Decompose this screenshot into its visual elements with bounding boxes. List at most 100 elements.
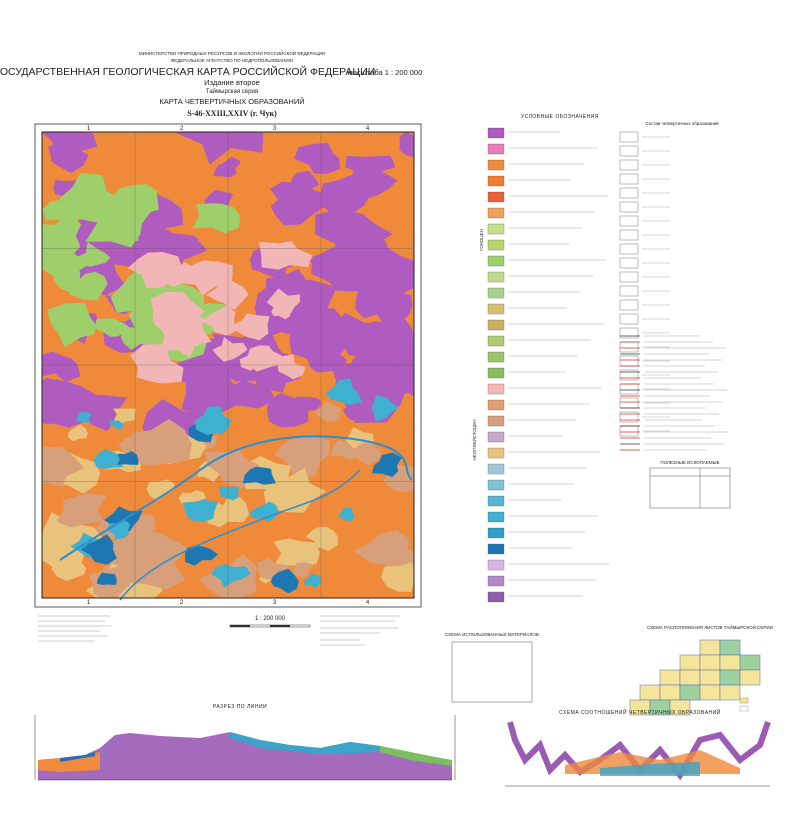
- symbol-box: [619, 299, 639, 311]
- unit-green: [59, 172, 120, 224]
- symbol-box: [619, 285, 639, 297]
- unit-pink: [130, 344, 184, 384]
- unit-alluvium: [96, 572, 117, 585]
- unit-alluvium: [325, 378, 363, 405]
- unit-purple: [294, 142, 341, 174]
- unit-lowland: [118, 418, 192, 466]
- river: [119, 469, 361, 601]
- unit-purple: [289, 308, 347, 363]
- unit-lowland: [113, 408, 137, 424]
- map-frame: [34, 123, 422, 608]
- legend-swatch: [487, 463, 505, 475]
- unit-purple: [129, 229, 174, 258]
- unit-lowland: [42, 512, 107, 573]
- sheet-tile: [699, 669, 721, 686]
- neopleistocene-label: НЕОПЛЕЙСТОЦЕН: [470, 420, 477, 461]
- unit-alluvium: [117, 451, 139, 465]
- symbol-box: [619, 187, 639, 199]
- legend-swatch: [487, 175, 505, 187]
- main-title: ГОСУДАРСТВЕННАЯ ГЕОЛОГИЧЕСКАЯ КАРТА РОСС…: [0, 65, 375, 78]
- scale-title: масштаба 1 : 200 000: [348, 68, 423, 77]
- sheet-tile: [669, 699, 691, 716]
- unit-lowland: [313, 401, 341, 422]
- sheet-tile: [719, 654, 741, 671]
- unit-lowland: [289, 562, 314, 578]
- unit-purple: [175, 132, 264, 165]
- unit-alluvium: [372, 452, 402, 478]
- legend-swatch: [487, 495, 505, 507]
- sheet-tile: [719, 669, 741, 686]
- sheet-tile: [659, 669, 681, 686]
- unit-purple: [310, 245, 387, 291]
- symbol-box: [619, 383, 639, 395]
- river: [59, 435, 413, 561]
- unit-lowland: [68, 424, 89, 442]
- ministry: МИНИСТЕРСТВО ПРИРОДНЫХ РЕСУРСОВ И ЭКОЛОГ…: [139, 49, 325, 56]
- legend-swatch: [487, 431, 505, 443]
- layout-scheme: [629, 639, 761, 716]
- symbol-box: [619, 341, 639, 353]
- sheet-tile: [739, 654, 761, 671]
- unit-lowland: [178, 490, 207, 507]
- unit-alluvium: [93, 449, 124, 469]
- relations-title: СХЕМА СООТНОШЕНИЙ ЧЕТВЕРТИЧНЫХ ОБРАЗОВАН…: [559, 708, 721, 716]
- legend-swatch: [487, 159, 505, 171]
- scale-bar-seg: [230, 625, 250, 627]
- grid-number: 4: [366, 126, 370, 132]
- unit-purple: [270, 181, 312, 214]
- layer: [60, 752, 95, 762]
- symbol-box: [619, 257, 639, 269]
- unit-alluvium: [106, 520, 131, 540]
- legend-key: [739, 705, 749, 712]
- unit-pink: [212, 337, 248, 362]
- unit-lowland: [274, 433, 331, 478]
- grid-number: 3: [273, 126, 277, 132]
- symbol-box: [619, 131, 639, 143]
- legend-swatch: [487, 447, 505, 459]
- legend-swatch: [487, 383, 505, 395]
- unit-lowland: [349, 441, 383, 466]
- symbol-box: [619, 215, 639, 227]
- legend-swatch: [487, 591, 505, 603]
- symbol-box: [619, 229, 639, 241]
- minerals-title: ПОЛЕЗНЫЕ ИСКОПАЕМЫЕ: [660, 460, 719, 465]
- unit-lowland: [42, 446, 85, 487]
- symbol-box: [619, 173, 639, 185]
- unit-purple: [42, 132, 98, 155]
- unit-alluvium: [194, 406, 232, 436]
- sheet-tile: [739, 669, 761, 686]
- sheet-tile: [699, 639, 721, 656]
- unit-pink: [185, 260, 233, 296]
- unit-pink: [232, 313, 270, 341]
- edition: Издание второе: [204, 78, 260, 87]
- series: Таймырская серия: [206, 88, 258, 95]
- section-title: РАЗРЕЗ ПО ЛИНИИ: [213, 704, 267, 710]
- legend: [487, 127, 728, 603]
- symbol-box: [619, 243, 639, 255]
- symbol-box: [619, 425, 639, 437]
- sheet-tile: [679, 654, 701, 671]
- legend-swatch: [487, 399, 505, 411]
- unit-alluvium: [242, 466, 276, 485]
- sheet-tile: [659, 684, 681, 701]
- unit-lowland: [382, 465, 414, 492]
- legend-swatch: [487, 335, 505, 347]
- agency: ФЕДЕРАЛЬНОЕ АГЕНТСТВО ПО НЕДРОПОЛЬЗОВАНИ…: [171, 58, 294, 63]
- unit-purple: [47, 141, 89, 173]
- unit-lowland: [56, 493, 107, 528]
- unit-alluvium: [76, 411, 92, 423]
- grid-number: 4: [366, 600, 370, 606]
- sheet-tile: [699, 654, 721, 671]
- symbol-box: [619, 271, 639, 283]
- unit-alluvium: [218, 486, 240, 501]
- unit-purple: [370, 317, 414, 358]
- legend-swatch: [487, 527, 505, 539]
- legend-swatch: [487, 287, 505, 299]
- unit-pink: [161, 262, 200, 288]
- sheet-tile: [719, 684, 741, 701]
- unit-alluvium: [184, 545, 219, 566]
- scale-bar-seg: [270, 625, 290, 627]
- legend-swatch: [487, 191, 505, 203]
- legend-swatch: [487, 255, 505, 267]
- relations-scheme: [505, 721, 771, 787]
